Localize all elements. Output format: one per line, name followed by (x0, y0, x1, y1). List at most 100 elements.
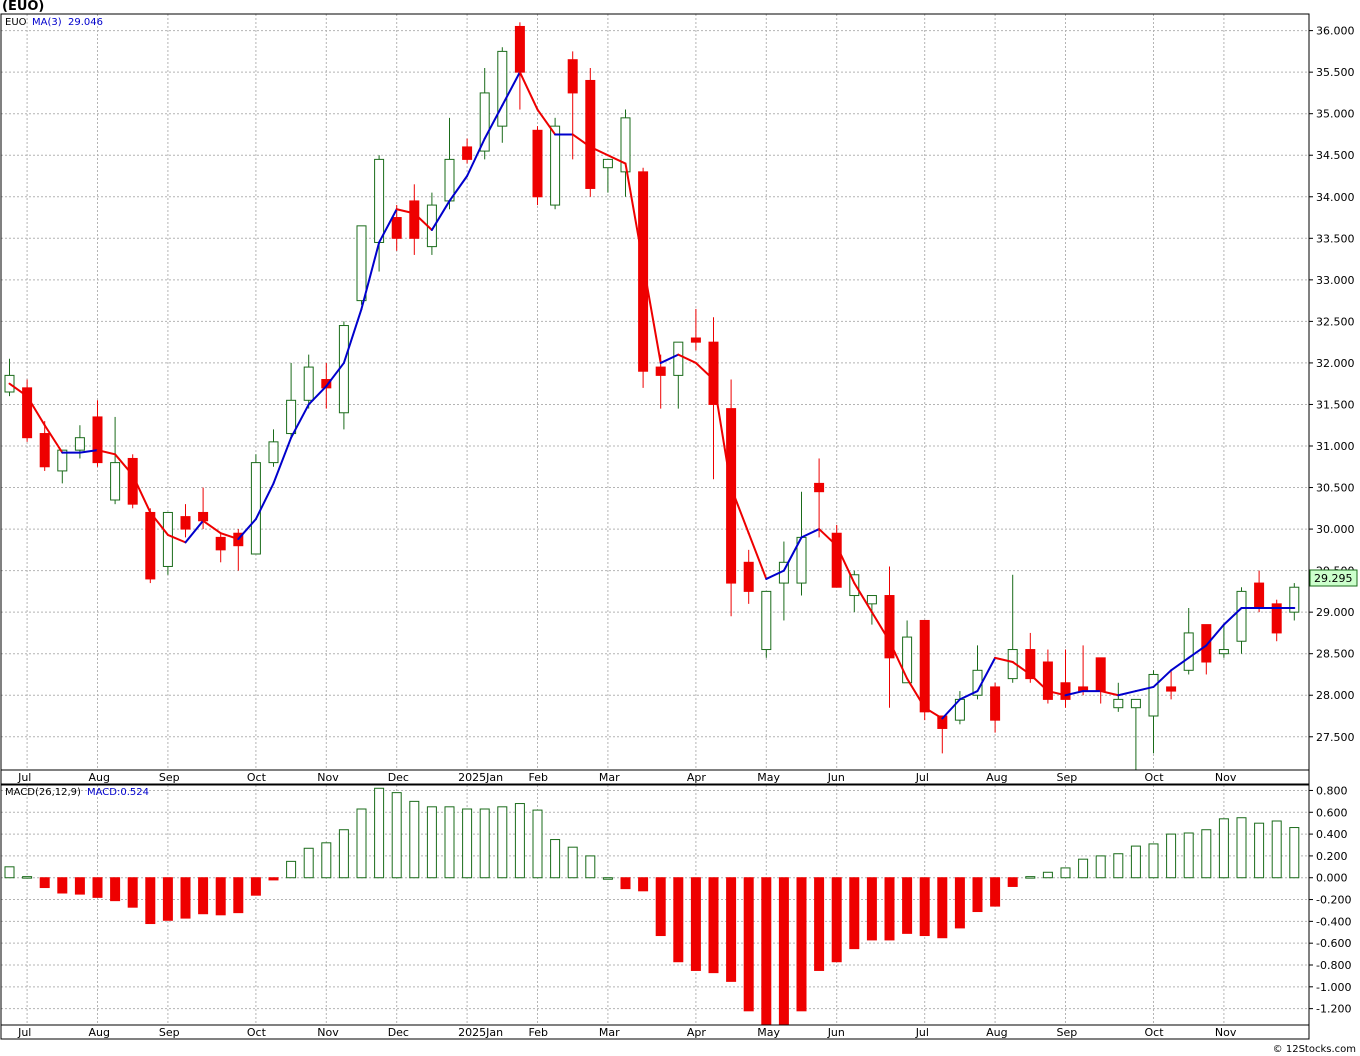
macd-bar (1218, 818, 1229, 879)
ma-segment (342, 307, 363, 364)
price-x-tick-label: Aug (89, 771, 110, 784)
candle-body (990, 686, 1001, 721)
price-y-tick-label: 31.500 (1316, 398, 1355, 411)
candle-body (743, 561, 754, 592)
ma-segment (1029, 673, 1049, 693)
macd-bar (479, 808, 490, 879)
ma-segment (78, 449, 99, 454)
candle-body (884, 595, 895, 659)
macd-bar (1271, 820, 1282, 879)
ma-segment (606, 154, 627, 165)
macd-bar (761, 877, 772, 1026)
macd-bar (567, 846, 578, 879)
macd-bar (673, 877, 684, 963)
macd-x-tick-label: Nov (317, 1026, 339, 1039)
ma-segment (923, 706, 944, 720)
ma-segment (1064, 690, 1085, 697)
macd-bar (57, 877, 68, 894)
macd-bar (743, 877, 754, 1012)
macd-bar (321, 842, 332, 879)
macd-bar (1007, 877, 1018, 887)
price-y-tick-label: 32.500 (1316, 315, 1355, 328)
price-y-tick-label: 30.000 (1316, 523, 1355, 536)
macd-bar (303, 847, 314, 879)
ma-segment (782, 536, 803, 572)
macd-y-tick-label: -0.400 (1316, 915, 1351, 928)
macd-bar (919, 877, 930, 937)
macd-bar (1254, 822, 1265, 879)
ma-segment (1046, 690, 1067, 697)
ma-segment (730, 486, 750, 535)
price-x-tick-label: Feb (529, 771, 548, 784)
macd-bar (1095, 855, 1106, 879)
macd-bar (286, 860, 297, 879)
macd-bar (1130, 845, 1141, 879)
macd-bar (198, 877, 209, 915)
macd-bar (550, 839, 561, 879)
candle-body (532, 129, 543, 198)
candle-body (250, 462, 261, 555)
ma-segment (378, 208, 398, 244)
macd-bar (1183, 832, 1194, 879)
candle-body (268, 441, 279, 464)
macd-bar (145, 877, 156, 925)
macd-bar (690, 877, 701, 971)
candle-body (444, 158, 455, 202)
ma-segment (536, 108, 557, 136)
macd-x-tick-label: Aug (986, 1026, 1007, 1039)
price-x-tick-label: Oct (1145, 771, 1165, 784)
ma-segment (466, 137, 486, 177)
macd-bar (726, 877, 737, 982)
candle-body (356, 225, 367, 302)
macd-x-tick-label: Oct (247, 1026, 267, 1039)
ma-segment (518, 71, 539, 111)
candle-body (673, 341, 684, 376)
ma-segment (501, 71, 521, 107)
macd-bar (180, 877, 191, 919)
ma-segment (413, 212, 433, 231)
price-y-tick-label: 35.500 (1316, 66, 1355, 79)
price-x-tick-label: Nov (317, 771, 339, 784)
price-y-tick-label: 31.000 (1316, 440, 1355, 453)
candle-body (620, 117, 631, 173)
ma-segment (43, 424, 64, 454)
ma-segment (114, 453, 134, 477)
ma-segment (642, 262, 662, 364)
price-x-tick-label: Sep (1057, 771, 1078, 784)
candle-body (145, 511, 156, 580)
candle-body (1254, 582, 1265, 609)
ma-segment (360, 241, 381, 310)
macd-y-tick-label: -0.800 (1316, 959, 1351, 972)
last-price-box (1309, 569, 1358, 587)
price-y-axis: 27.50028.00028.50029.00029.50030.00030.5… (1309, 25, 1355, 744)
ma-segment (8, 382, 29, 398)
candle-body (391, 217, 402, 239)
candle-body (497, 50, 508, 127)
macd-bar (426, 806, 437, 879)
macd-plot-area (1, 785, 1309, 1025)
ma-segment (448, 175, 469, 202)
macd-bar (638, 877, 649, 892)
macd-bar (127, 877, 138, 908)
ma-segment (325, 361, 345, 388)
ma-segment (237, 518, 257, 541)
macd-y-axis: 0.800 0.600 0.400 0.200 0.000 -0.200 -0.400 -0.… (1309, 784, 1351, 1016)
ma-segment (765, 569, 785, 580)
candle-body (550, 125, 561, 206)
macd-bar (162, 877, 173, 921)
macd-bar (620, 877, 631, 890)
candle-body (1218, 649, 1229, 655)
macd-bar (602, 877, 613, 880)
ma-segment (677, 353, 697, 364)
candle-body (638, 171, 649, 372)
candle-body (585, 79, 596, 189)
moving-average-line (8, 71, 1296, 720)
price-x-tick-label: 2025Jan (458, 771, 503, 784)
macd-bar (585, 855, 596, 879)
macd-legend-value: MACD:0.524 (87, 787, 149, 798)
macd-bar (444, 806, 455, 879)
ma-segment (1222, 607, 1243, 626)
candle-body (1042, 661, 1053, 700)
candle-body (567, 59, 578, 94)
